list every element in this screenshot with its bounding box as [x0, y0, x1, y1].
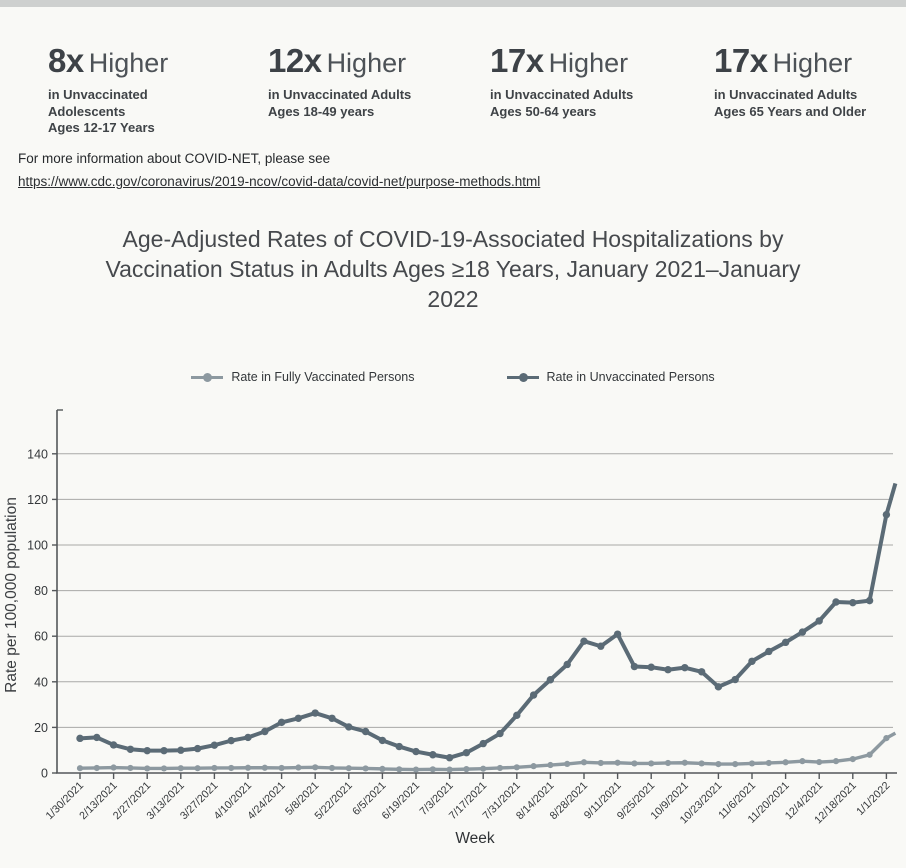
x-axis-ticks: 1/30/20212/13/20212/27/20213/13/20213/27…: [44, 773, 893, 826]
chart-legend: Rate in Fully Vaccinated Persons Rate in…: [0, 370, 906, 384]
stat-subline: Ages 12-17 Years: [48, 120, 155, 135]
stat-subline: in Unvaccinated: [48, 87, 148, 102]
y-axis-ticks: 0 20 40 60 80 100 120 140: [27, 447, 57, 781]
svg-text:1/1/2022: 1/1/2022: [854, 780, 892, 818]
legend-item-unvaccinated: Rate in Unvaccinated Persons: [506, 370, 715, 384]
stat-multiplier: 8x: [48, 42, 84, 79]
line-marker-icon: [506, 372, 539, 382]
svg-text:0: 0: [41, 767, 48, 781]
stat-headline: 12x Higher: [268, 42, 490, 80]
covid-net-link[interactable]: https://www.cdc.gov/coronavirus/2019-nco…: [18, 174, 541, 189]
stat-headline: 17x Higher: [714, 42, 906, 80]
stat-block-adults-18-49: 12x Higher in Unvaccinated Adults Ages 18…: [268, 42, 490, 137]
gridlines: [57, 453, 893, 728]
stat-subline: in Unvaccinated Adults: [490, 87, 634, 102]
stat-block-adolescents: 8x Higher in Unvaccinated Adolescents Age…: [48, 42, 268, 137]
stat-block-adults-50-64: 17x Higher in Unvaccinated Adults Ages 50…: [490, 42, 714, 137]
stat-multiplier: 12x: [268, 42, 322, 79]
stat-headline: 17x Higher: [490, 42, 714, 80]
stat-subline: Ages 65 Years and Older: [714, 103, 867, 119]
svg-text:20: 20: [34, 721, 48, 735]
legend-label: Rate in Fully Vaccinated Persons: [231, 370, 415, 384]
stat-multiplier: 17x: [490, 42, 544, 79]
svg-text:100: 100: [27, 539, 48, 553]
stat-subtext: in Unvaccinated Adults Ages 18-49 years: [268, 87, 490, 120]
title-line: 2022: [427, 286, 479, 312]
stat-subtext: in Unvaccinated Adolescents Ages 12-17 Y…: [48, 87, 268, 137]
stat-subtext: in Unvaccinated Adults Ages 50-64 years: [490, 87, 714, 120]
stat-headline: 8x Higher: [48, 42, 268, 80]
legend-item-fully-vaccinated: Rate in Fully Vaccinated Persons: [191, 370, 415, 384]
stat-higher-label: Higher: [326, 48, 407, 78]
page-title: Age-Adjusted Rates of COVID-19-Associate…: [43, 224, 863, 314]
stat-subline: Adolescents: [48, 103, 126, 119]
series-unvaccinated: [76, 482, 898, 762]
stat-subtext: in Unvaccinated Adults Ages 65 Years and…: [714, 87, 906, 120]
axes: [56, 409, 897, 774]
title-line: Age-Adjusted Rates of COVID-19-Associate…: [122, 226, 784, 252]
series-fully-vaccinated: [76, 731, 897, 773]
stat-block-adults-65-plus: 17x Higher in Unvaccinated Adults Ages 65…: [714, 42, 906, 137]
stat-subline: Ages 18-49 years: [268, 103, 375, 119]
stat-subline: in Unvaccinated Adults: [714, 87, 858, 102]
stat-higher-label: Higher: [772, 48, 853, 78]
svg-text:140: 140: [27, 447, 48, 461]
stat-multiplier: 17x: [714, 42, 768, 79]
info-text: For more information about COVID-NET, pl…: [18, 151, 331, 166]
stats-row: 8x Higher in Unvaccinated Adolescents Age…: [0, 42, 906, 137]
stat-subline: Ages 50-64 years: [490, 103, 597, 119]
line-marker-icon: [191, 372, 224, 382]
stat-higher-label: Higher: [548, 48, 629, 78]
axis-titles: Rate per 100,000 population Week: [3, 497, 495, 847]
stat-subline: in Unvaccinated Adults: [268, 87, 412, 102]
svg-text:60: 60: [34, 630, 48, 644]
covid-net-info: For more information about COVID-NET, pl…: [18, 151, 540, 191]
svg-text:120: 120: [27, 493, 48, 507]
svg-text:40: 40: [34, 675, 48, 689]
scan-edge-band: [0, 0, 906, 7]
svg-text:80: 80: [34, 584, 48, 598]
svg-text:Rate per 100,000 population: Rate per 100,000 population: [3, 497, 20, 693]
title-line: Vaccination Status in Adults Ages ≥18 Ye…: [105, 256, 801, 282]
svg-text:Week: Week: [455, 830, 495, 847]
legend-label: Rate in Unvaccinated Persons: [546, 370, 715, 384]
hospitalization-rate-chart: 0 20 40 60 80 100 120 140 1/30/2021 2/13/2021 2/27…: [0, 405, 906, 868]
stat-higher-label: Higher: [88, 48, 169, 78]
